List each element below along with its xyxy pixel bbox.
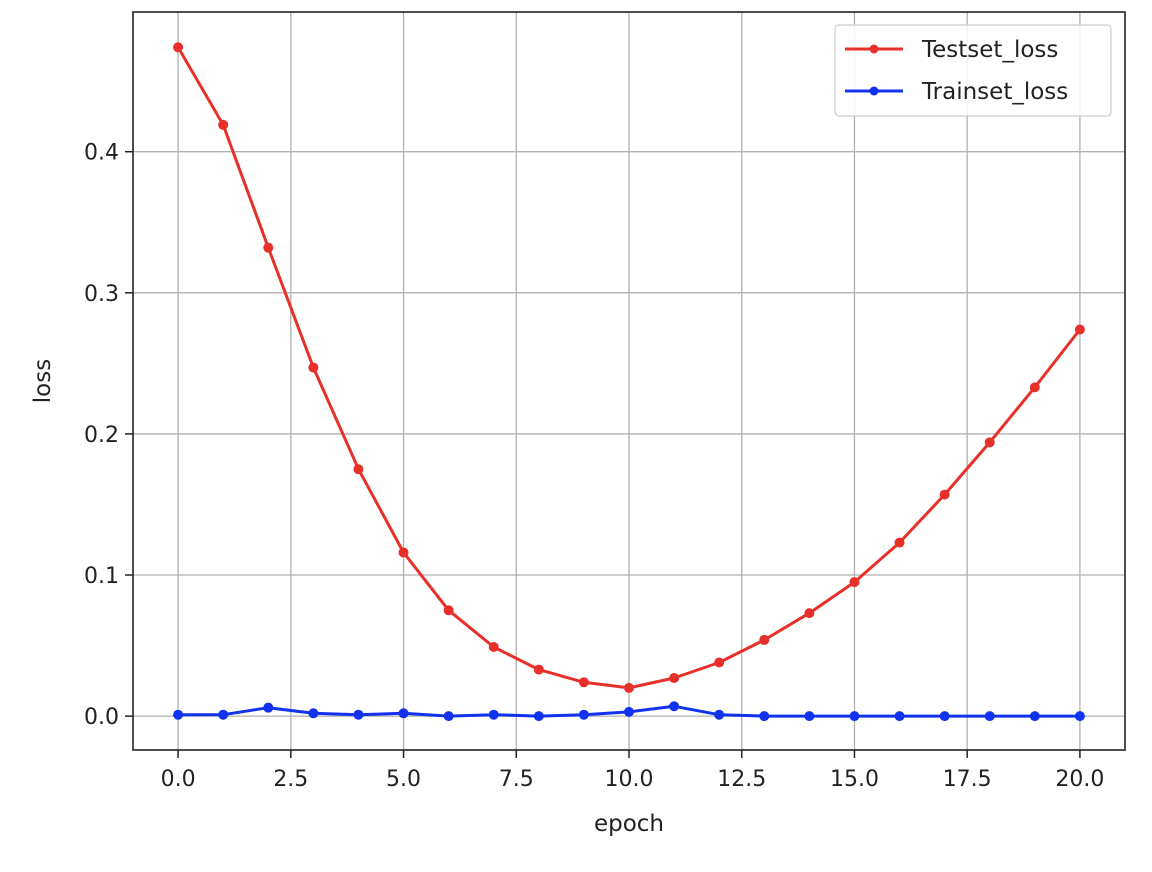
data-point-trainset-loss	[398, 708, 409, 719]
series-group	[173, 42, 1085, 722]
legend-marker-testset-loss	[869, 44, 879, 54]
data-point-testset-loss	[804, 608, 815, 619]
data-point-trainset-loss	[759, 711, 770, 722]
data-point-testset-loss	[488, 641, 499, 652]
data-point-trainset-loss	[849, 711, 860, 722]
data-point-testset-loss	[533, 664, 544, 675]
data-point-trainset-loss	[533, 711, 544, 722]
data-point-testset-loss	[1029, 382, 1040, 393]
data-point-trainset-loss	[173, 709, 184, 720]
data-point-testset-loss	[849, 577, 860, 588]
axis-ticks: 0.0 2.5 5.0 7.5 10.0 12.5 15.0 17.5 20.0 0.0 0.1 0.…	[84, 141, 1104, 792]
data-point-trainset-loss	[218, 709, 229, 720]
y-tick-label: 0.0	[84, 705, 119, 730]
y-axis-title: loss	[30, 359, 56, 403]
data-point-trainset-loss	[443, 711, 454, 722]
x-tick-label: 12.5	[717, 767, 766, 792]
data-point-testset-loss	[443, 605, 454, 616]
data-point-testset-loss	[669, 673, 680, 684]
data-point-testset-loss	[398, 547, 409, 558]
legend-label-testset-loss: Testset_loss	[921, 37, 1058, 63]
data-point-trainset-loss	[353, 709, 364, 720]
data-point-trainset-loss	[263, 702, 274, 713]
data-point-testset-loss	[939, 489, 950, 500]
legend: Testset_loss Trainset_loss	[834, 24, 1112, 117]
x-tick-label: 17.5	[943, 767, 992, 792]
x-tick-label: 0.0	[161, 767, 196, 792]
x-tick-label: 20.0	[1055, 767, 1104, 792]
data-point-trainset-loss	[669, 701, 680, 712]
data-point-trainset-loss	[984, 711, 995, 722]
data-point-testset-loss	[578, 677, 589, 688]
x-tick-label: 7.5	[499, 767, 534, 792]
data-point-testset-loss	[759, 634, 770, 645]
x-tick-label: 15.0	[830, 767, 879, 792]
legend-marker-trainset-loss	[869, 86, 879, 96]
data-point-testset-loss	[714, 657, 725, 668]
legend-label-trainset-loss: Trainset_loss	[921, 79, 1068, 105]
data-point-trainset-loss	[939, 711, 950, 722]
data-point-trainset-loss	[714, 709, 725, 720]
data-point-testset-loss	[218, 119, 229, 130]
data-point-trainset-loss	[1029, 711, 1040, 722]
data-point-testset-loss	[173, 42, 184, 53]
data-point-trainset-loss	[804, 711, 815, 722]
x-tick-label: 5.0	[386, 767, 421, 792]
x-tick-label: 2.5	[273, 767, 308, 792]
grid	[133, 12, 1125, 750]
data-point-testset-loss	[308, 362, 319, 373]
y-tick-label: 0.4	[84, 141, 119, 166]
data-point-trainset-loss	[308, 708, 319, 719]
data-point-trainset-loss	[1074, 711, 1085, 722]
data-point-trainset-loss	[894, 711, 905, 722]
data-point-trainset-loss	[488, 709, 499, 720]
data-point-testset-loss	[984, 437, 995, 448]
data-point-testset-loss	[263, 242, 274, 253]
y-tick-label: 0.1	[84, 564, 119, 589]
data-point-trainset-loss	[578, 709, 589, 720]
x-axis-title: epoch	[594, 811, 664, 837]
data-point-testset-loss	[353, 464, 364, 475]
y-tick-label: 0.3	[84, 282, 119, 307]
data-point-testset-loss	[1074, 324, 1085, 335]
data-point-trainset-loss	[624, 706, 634, 717]
y-tick-label: 0.2	[84, 423, 119, 448]
x-tick-label: 10.0	[605, 767, 654, 792]
data-point-testset-loss	[624, 682, 634, 693]
data-point-testset-loss	[894, 537, 905, 548]
legend-box	[834, 24, 1112, 117]
